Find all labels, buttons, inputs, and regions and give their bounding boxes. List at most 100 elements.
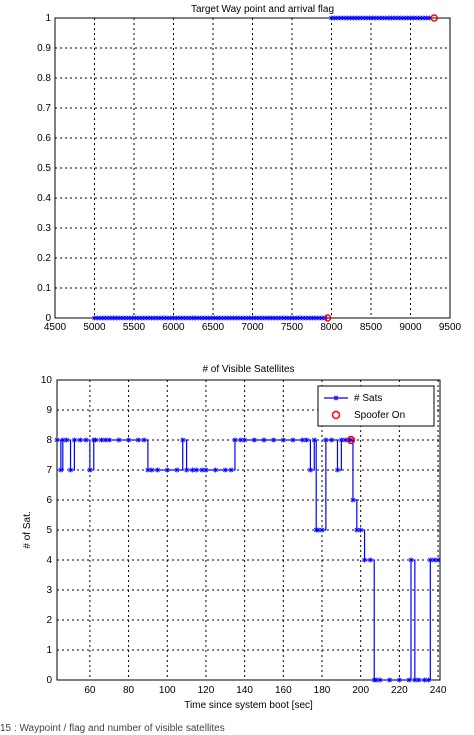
chart2-data-point [232,437,238,443]
chart2-data-point [141,437,147,443]
chart2-data-point [102,437,108,443]
chart2-data-point [323,437,329,443]
chart2-data-point [387,677,393,683]
chart1-y-tick-label: 0.4 [37,193,51,204]
chart2-y-tick-label: 9 [46,405,52,416]
chart2-data-point [174,467,180,473]
chart2-data-point [348,437,354,443]
chart2-data-point [362,557,368,563]
chart2-x-tick-label: 220 [391,685,408,696]
chart2-data-point [396,677,402,683]
chart2-data-point [98,437,104,443]
chart2-data-point [149,467,155,473]
chart2-data-point [373,677,379,683]
chart1-y-tick-label: 0 [45,313,51,324]
chart1-x-tick-label: 9000 [399,322,422,333]
chart2-y-tick-label: 3 [46,585,52,596]
chart2-x-tick-label: 80 [123,685,135,696]
chart1-y-tick-label: 0.1 [37,283,51,294]
chart2-data-point [193,467,199,473]
chart1-x-tick-label: 5500 [123,322,146,333]
chart2-data-point [64,437,70,443]
chart2-data-point [307,467,313,473]
chart2-data-point [251,437,257,443]
chart2-data-point [135,437,141,443]
chart2-legend-marker-spoofer [331,410,341,420]
chart1-x-tick-label: 7500 [281,322,304,333]
chart2-data-point [222,467,228,473]
chart1-x-tick-label: 6500 [202,322,225,333]
chart2-data-point [93,437,99,443]
chart1-y-tick-label: 0.6 [37,133,51,144]
chart1-group: 4500 5000 5500 6000 6500 7000 7500 8000 8500 9000… [37,4,461,333]
chart2-data-point [435,557,441,563]
chart2-data-point [425,677,431,683]
chart2-data-point [315,527,321,533]
chart2-data-point [77,437,83,443]
chart2-data-point [164,467,170,473]
chart2-data-point [408,557,414,563]
chart2-data-point [412,677,418,683]
chart2-data-point [261,437,267,443]
chart2-data-point [416,677,422,683]
chart2-group: 60 80 100 120 140 160 180 200 220 240 0 1 2 3 4 5 6 7 8 9 10… [22,364,447,711]
chart1-y-tick-label: 0.3 [37,223,51,234]
chart2-x-tick-label: 100 [159,685,176,696]
chart2-data-point [304,437,310,443]
chart2-y-tick-label: 2 [46,615,52,626]
chart2-data-point [427,557,433,563]
chart1-x-tick-label: 8000 [320,322,343,333]
chart1-y-tick-label: 0.7 [37,103,51,114]
chart2-data-point [271,437,277,443]
chart2-data-point [319,527,325,533]
chart2-data-point [184,467,190,473]
chart2-data-point [199,467,205,473]
chart2-x-tick-label: 120 [198,685,215,696]
chart2-y-tick-label: 1 [46,645,52,656]
chart1-x-tick-label: 8500 [360,322,383,333]
figure-caption: 15 : Waypoint / flag and number of visib… [0,723,225,734]
chart2-x-tick-label: 140 [236,685,253,696]
chart2-data-point [406,677,412,683]
chart1-y-tick-label: 0.2 [37,253,51,264]
chart2-y-axis-label: # of Sat. [22,511,33,548]
chart2-y-tick-label: 10 [41,375,53,386]
chart2-y-tick-label: 6 [46,495,52,506]
chart2-data-point [60,437,66,443]
chart2-y-tick-label: 0 [46,675,52,686]
chart2-data-point [126,437,132,443]
chart2-x-tick-label: 240 [430,685,447,696]
chart2-data-point [213,467,219,473]
chart2-data-point [71,437,77,443]
chart2-data-point [280,437,286,443]
chart2-legend-label-spoofer: Spoofer On [354,410,405,421]
chart2-x-tick-label: 160 [275,685,292,696]
chart2-data-point [290,437,296,443]
chart2-data-point [350,497,356,503]
chart2-data-point [189,467,195,473]
chart2-data-point [87,467,93,473]
chart1-spoofer-marker [430,14,438,22]
chart2-data-point [422,677,428,683]
chart1-x-tick-label: 5000 [83,322,106,333]
chart2-x-tick-label: 180 [314,685,331,696]
chart1-spoofer-marker [323,314,332,322]
chart2-data-point [203,467,209,473]
chart2-data-point [54,437,60,443]
chart2-data-point [300,437,306,443]
chart2-title: # of Visible Satellites [202,364,294,375]
chart1-x-tick-label: 9500 [439,322,462,333]
chart2-data-point [106,437,112,443]
chart2-data-point [338,437,344,443]
chart1-y-tick-label: 0.9 [37,43,51,54]
chart2-x-tick-label: 60 [84,685,96,696]
chart2-data-point [155,467,161,473]
chart2-data-point [342,437,348,443]
chart2-data-point [116,437,122,443]
chart2-data-point [145,467,151,473]
chart2-data-point [311,437,317,443]
chart2-data-point [329,437,335,443]
chart2-data-point [238,437,244,443]
chart2-legend-label-sats: # Sats [354,393,382,404]
